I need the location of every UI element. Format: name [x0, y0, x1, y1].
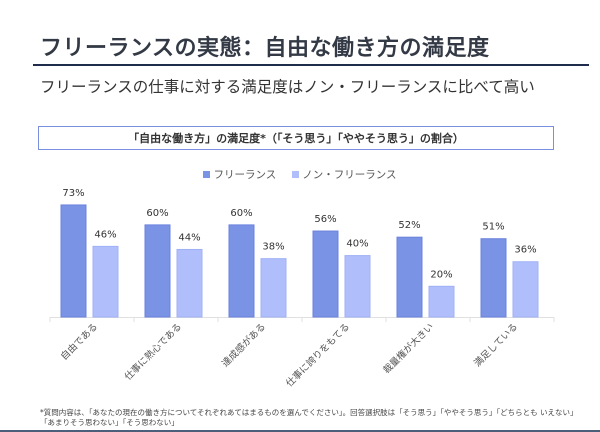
data-label: 38% [262, 242, 284, 253]
data-label: 44% [178, 232, 200, 243]
bar-freelance [396, 236, 423, 318]
bar-freelance [312, 230, 339, 318]
page-subtitle: フリーランスの仕事に対する満足度はノン・フリーランスに比べて高い [40, 78, 535, 96]
data-label: 52% [398, 220, 420, 231]
legend-swatch-freelance [203, 171, 211, 178]
bar-non-freelance [260, 258, 287, 318]
x-tick-label: 達成感がある [219, 321, 268, 370]
bar-non-freelance [92, 245, 119, 318]
chart-title-box: 「自由な働き方」の満足度*（「そう思う」「ややそう思う」の割合） [38, 126, 554, 150]
chart-title: 「自由な働き方」の満足度*（「そう思う」「ややそう思う」の割合） [128, 132, 464, 145]
x-tick-label: 仕事に熱心である [122, 321, 184, 383]
data-label: 60% [230, 208, 252, 219]
bar-freelance [480, 238, 507, 318]
x-tick-label: 満足している [472, 321, 520, 369]
bottom-divider [0, 430, 600, 432]
x-tick-label: 仕事に誇りをもてる [283, 321, 352, 390]
data-label: 56% [314, 214, 336, 225]
legend-item-non-freelance: ノン・フリーランス [292, 167, 397, 182]
legend-label-non-freelance: ノン・フリーランス [302, 169, 397, 181]
bar-freelance [60, 204, 87, 318]
bar-freelance [228, 224, 255, 318]
page-title: フリーランスの実態：自由な働き方の満足度 [40, 36, 490, 61]
bar-freelance [144, 224, 171, 318]
data-label: 46% [94, 229, 116, 240]
data-label: 40% [346, 239, 368, 250]
data-label: 36% [514, 245, 536, 256]
data-label: 20% [430, 269, 452, 280]
legend-label-freelance: フリーランス [213, 169, 277, 181]
chart-legend: フリーランス ノン・フリーランス [0, 167, 600, 182]
data-label: 51% [482, 222, 504, 233]
bar-non-freelance [176, 248, 203, 318]
legend-swatch-non-freelance [292, 171, 300, 178]
title-divider [33, 64, 589, 66]
data-label: 73% [62, 188, 84, 199]
bar-non-freelance [344, 255, 371, 318]
bar-non-freelance [512, 261, 539, 318]
footnote: *質問内容は、「あなたの現在の働き方についてそれぞれあてはまるものを選んでくださ… [40, 408, 578, 427]
data-label: 60% [146, 208, 168, 219]
bar-non-freelance [428, 285, 455, 318]
x-tick-label: 裁量権が大きい [381, 321, 437, 377]
legend-item-freelance: フリーランス [203, 167, 276, 182]
x-tick-label: 自由である [58, 321, 100, 363]
